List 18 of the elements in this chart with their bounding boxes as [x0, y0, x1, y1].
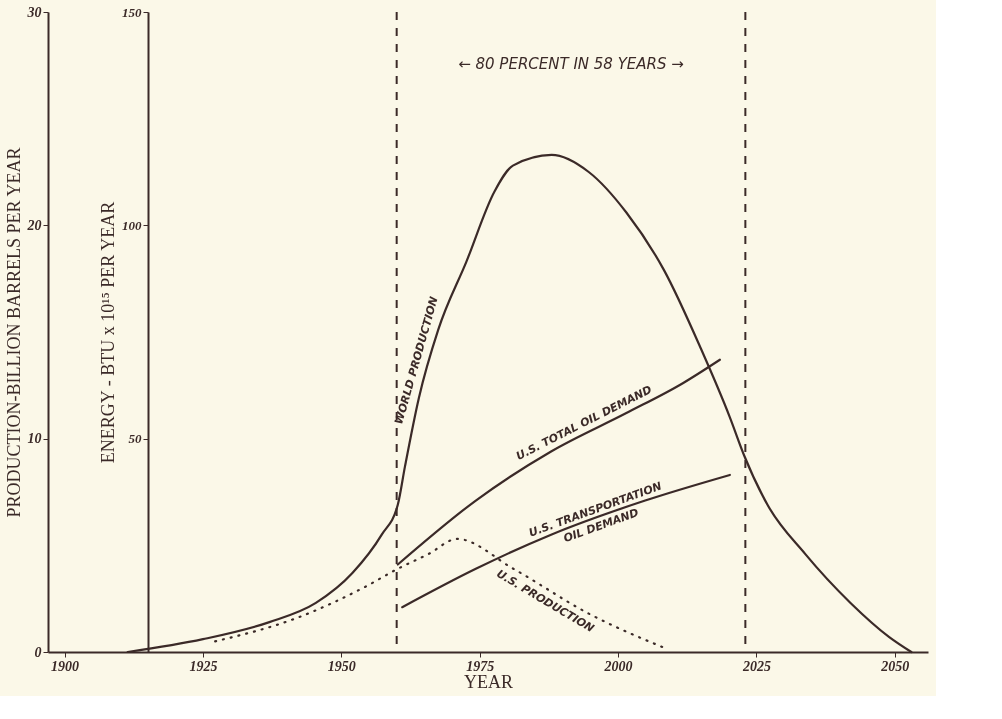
x-tick-label: 1925 [189, 658, 218, 674]
x-axis-title: YEAR [464, 671, 513, 692]
x-tick-label: 2025 [741, 658, 771, 674]
y-tick-label: 20 [26, 217, 42, 233]
y2-axis-title: ENERGY - BTU x 10¹⁵ PER YEAR [98, 201, 118, 464]
x-tick-label: 1900 [51, 658, 80, 674]
y-tick-label: 0 [34, 644, 42, 660]
x-tick-label: 1975 [466, 658, 495, 674]
y-axis-title: PRODUCTION-BILLION BARRELS PER YEAR [3, 147, 24, 518]
y-tick-label: 10 [27, 431, 42, 447]
x-tick-label: 1950 [327, 658, 356, 674]
annotation: ← 80 PERCENT IN 58 YEARS → [458, 55, 684, 73]
y-tick-label: 30 [26, 4, 42, 20]
y2-tick-label: 50 [128, 431, 142, 447]
x-tick-label: 2000 [603, 658, 633, 674]
y2-tick-label: 100 [122, 217, 142, 233]
y2-tick-label: 150 [122, 4, 142, 20]
x-tick-label: 2050 [880, 658, 910, 674]
